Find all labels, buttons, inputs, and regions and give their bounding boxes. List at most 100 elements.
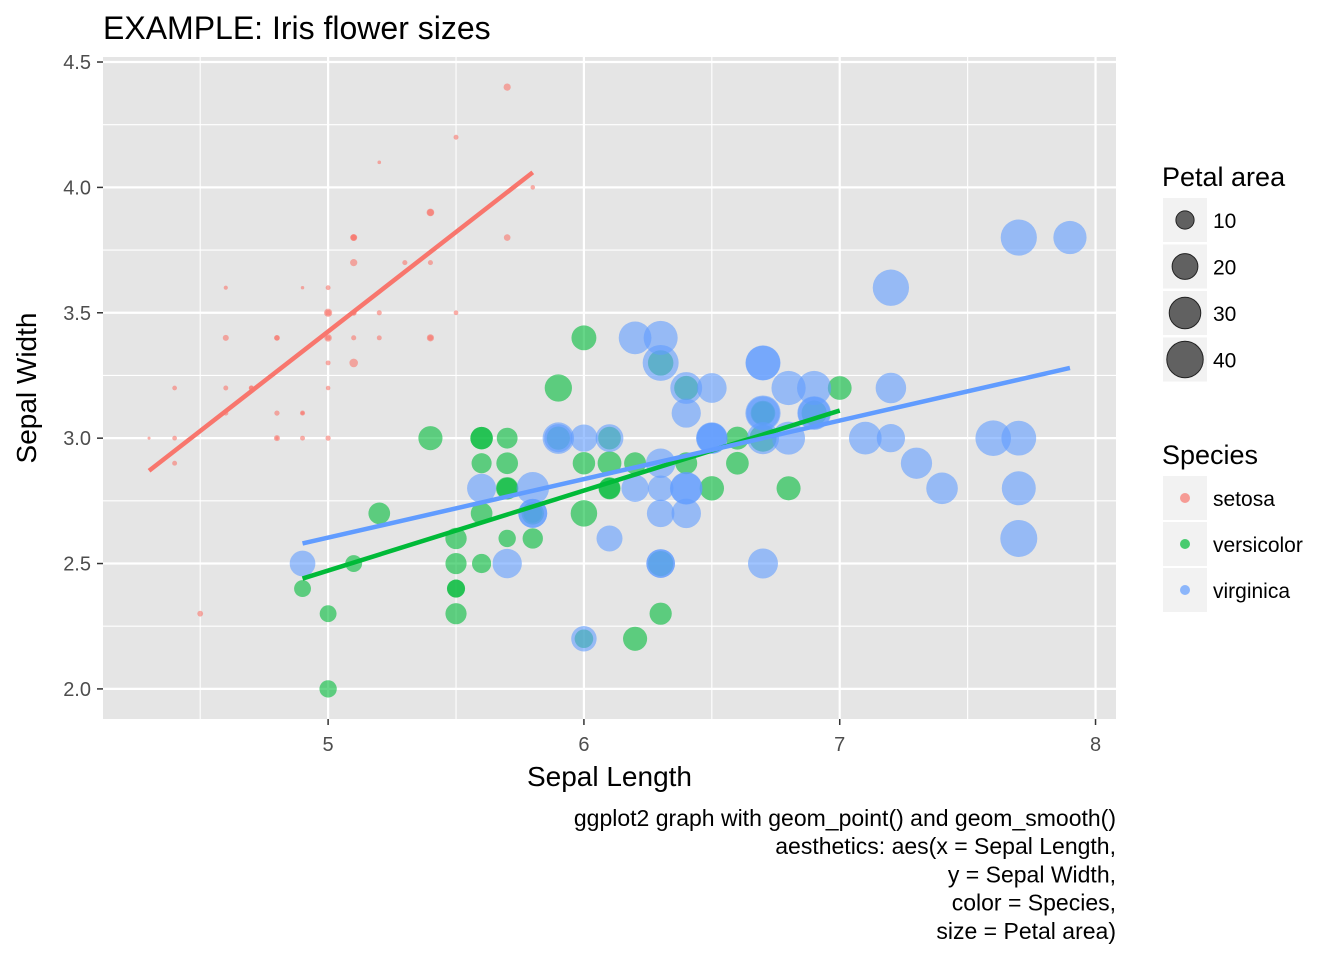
data-point bbox=[223, 285, 228, 290]
data-point bbox=[671, 498, 701, 529]
data-point bbox=[222, 334, 229, 341]
data-point bbox=[503, 234, 511, 241]
data-point bbox=[618, 321, 652, 355]
data-point bbox=[274, 410, 280, 416]
data-point bbox=[670, 372, 703, 404]
data-point bbox=[325, 385, 331, 391]
data-point bbox=[1053, 220, 1087, 255]
data-point bbox=[325, 285, 331, 291]
data-point bbox=[350, 259, 358, 267]
plot-panel bbox=[103, 57, 1116, 719]
x-axis-title: Sepal Length bbox=[527, 761, 692, 792]
data-point bbox=[1001, 420, 1037, 456]
species-legend-title: Species bbox=[1162, 440, 1258, 470]
data-point bbox=[172, 385, 177, 391]
caption-line: size = Petal area) bbox=[936, 918, 1116, 944]
data-point bbox=[147, 436, 151, 440]
data-point bbox=[699, 476, 725, 501]
trend-line-virginica bbox=[302, 365, 1071, 546]
data-point bbox=[351, 234, 357, 241]
data-point bbox=[1000, 219, 1037, 256]
data-point bbox=[445, 603, 467, 625]
data-point bbox=[522, 528, 543, 549]
data-point bbox=[426, 334, 435, 342]
data-point bbox=[647, 475, 674, 502]
y-tick-label: 2.5 bbox=[63, 554, 91, 576]
data-point bbox=[623, 626, 648, 651]
data-point bbox=[471, 453, 492, 474]
data-point bbox=[747, 548, 778, 579]
size-legend-label: 30 bbox=[1213, 303, 1236, 326]
legend: Petal area 10 20 30 40 Species setosa versicolo… bbox=[1162, 162, 1303, 612]
data-point bbox=[649, 602, 672, 625]
legend-color-point bbox=[1180, 493, 1190, 503]
data-point bbox=[325, 360, 331, 366]
data-point bbox=[300, 435, 305, 441]
data-point bbox=[827, 376, 852, 400]
data-point bbox=[745, 345, 781, 381]
data-point bbox=[1001, 471, 1036, 506]
y-tick-label: 2.0 bbox=[63, 679, 91, 701]
data-point bbox=[498, 529, 516, 548]
x-tick-label: 7 bbox=[834, 734, 845, 756]
data-point bbox=[926, 472, 958, 505]
data-point bbox=[621, 474, 649, 502]
species-legend-label: virginica bbox=[1213, 580, 1290, 603]
legend-size-point bbox=[1171, 253, 1199, 280]
data-point bbox=[446, 579, 466, 598]
y-tick-label: 3.5 bbox=[63, 303, 91, 325]
data-point bbox=[223, 385, 229, 391]
data-point bbox=[445, 552, 467, 575]
data-point bbox=[427, 209, 434, 216]
caption-line: color = Species, bbox=[952, 890, 1116, 916]
data-point bbox=[453, 310, 459, 316]
y-tick-label: 4.0 bbox=[63, 177, 91, 199]
data-point bbox=[875, 372, 907, 404]
caption-line: aesthetics: aes(x = Sepal Length, bbox=[775, 833, 1116, 859]
trend-line-versicolor bbox=[301, 408, 841, 581]
data-point bbox=[597, 451, 622, 476]
caption: ggplot2 graph with geom_point() and geom… bbox=[574, 805, 1116, 944]
data-point bbox=[642, 344, 679, 381]
data-point bbox=[172, 460, 178, 466]
data-point bbox=[376, 310, 382, 316]
data-point bbox=[771, 370, 806, 406]
axes: 5 6 7 8 2.0 2.5 3.0 3.5 4.0 4.5 bbox=[63, 52, 1101, 756]
data-point bbox=[544, 424, 573, 453]
data-point bbox=[797, 370, 832, 406]
data-point bbox=[596, 525, 623, 552]
series-virginica bbox=[289, 219, 1087, 652]
series-layer bbox=[147, 83, 1087, 698]
data-point bbox=[570, 500, 598, 527]
x-tick-label: 6 bbox=[578, 734, 589, 756]
caption-line: y = Sepal Width, bbox=[948, 861, 1116, 887]
data-point bbox=[376, 335, 382, 341]
data-point bbox=[470, 426, 493, 450]
species-legend-label: versicolor bbox=[1213, 534, 1303, 557]
legend-color-point bbox=[1180, 539, 1190, 549]
data-point bbox=[467, 473, 497, 503]
data-point bbox=[872, 269, 910, 306]
data-point bbox=[418, 426, 443, 451]
data-point bbox=[570, 424, 598, 452]
legend-color-point bbox=[1180, 585, 1190, 595]
data-point bbox=[274, 334, 280, 341]
data-point bbox=[496, 452, 519, 475]
data-point bbox=[471, 553, 492, 574]
data-point bbox=[402, 260, 408, 266]
y-axis-title: Sepal Width bbox=[11, 313, 42, 464]
legend-size-point bbox=[1166, 340, 1204, 379]
data-point bbox=[975, 420, 1012, 456]
data-point bbox=[1000, 519, 1038, 557]
x-tick-label: 8 bbox=[1090, 734, 1101, 756]
data-point bbox=[776, 476, 801, 501]
series-setosa bbox=[147, 83, 536, 617]
data-point bbox=[492, 548, 522, 579]
data-point bbox=[646, 549, 675, 578]
data-point bbox=[427, 260, 433, 266]
data-point bbox=[530, 185, 536, 190]
trend-layer bbox=[147, 170, 1071, 581]
chart-title: EXAMPLE: Iris flower sizes bbox=[103, 10, 491, 46]
data-point bbox=[453, 134, 459, 140]
data-point bbox=[172, 435, 177, 441]
